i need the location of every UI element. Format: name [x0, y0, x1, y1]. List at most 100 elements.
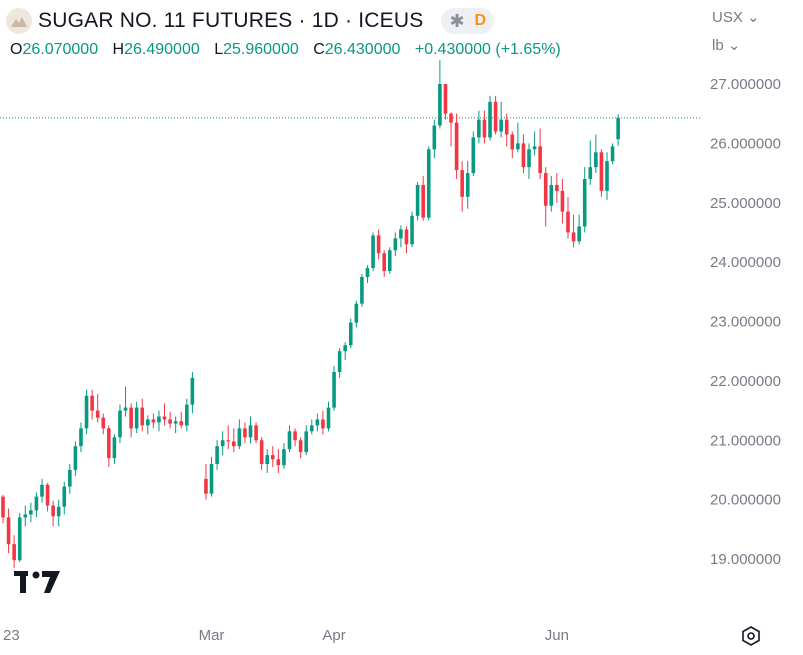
y-axis-tick-label: 23.000000 [710, 314, 781, 331]
candle-body [107, 428, 111, 459]
candle-body [588, 167, 593, 179]
candle-body [426, 149, 431, 218]
candle-body [393, 238, 398, 251]
candle-body [45, 484, 50, 506]
candle-body [190, 377, 195, 405]
candle-body [293, 431, 297, 441]
candle-body [309, 425, 314, 432]
candle-body [204, 478, 208, 494]
candle-body [566, 211, 570, 233]
y-axis-tick-label: 20.000000 [710, 492, 781, 509]
candle-body [68, 469, 72, 487]
candle-body [40, 484, 44, 497]
candle-body [220, 440, 225, 447]
open-value: 26.070000 [22, 41, 99, 58]
candle-body [348, 322, 353, 346]
candle-body [337, 351, 342, 372]
symbol-title[interactable]: SUGAR NO. 11 FUTURES · 1D · ICEUS [38, 9, 424, 32]
unit-selector[interactable]: lb ⌄ [712, 36, 740, 54]
candle-body [23, 514, 28, 518]
delayed-badge: D [474, 12, 487, 29]
candle-body [51, 505, 55, 517]
candle-body [326, 407, 331, 429]
candle-body [321, 419, 325, 429]
candle-body [168, 419, 172, 424]
candle-body [179, 421, 184, 426]
candle-body [438, 84, 442, 126]
candle-body [415, 184, 420, 216]
candle-body [399, 229, 403, 239]
candle-body [84, 395, 89, 429]
candle-body [460, 170, 464, 197]
y-axis-tick-label: 19.000000 [710, 551, 781, 568]
candle-body [560, 190, 565, 212]
candle-body [488, 101, 492, 138]
candle-body [376, 235, 381, 254]
candle-body [599, 152, 604, 191]
candle-body [404, 229, 409, 245]
candle-body [504, 119, 509, 135]
candle-body [79, 428, 83, 447]
market-status-badge[interactable]: ✱ D [441, 8, 495, 34]
x-axis-tick-label: 23 [3, 627, 20, 644]
candle-body [56, 506, 61, 517]
chart-settings-button[interactable] [740, 625, 762, 652]
candle-body [95, 410, 100, 418]
candle-body [315, 419, 320, 426]
candle-body [432, 125, 437, 150]
tradingview-logo-icon[interactable] [14, 571, 60, 598]
candle-body [371, 235, 375, 269]
currency-selector[interactable]: USX ⌄ [712, 8, 760, 26]
candle-body [73, 446, 78, 470]
low-label: L [214, 41, 224, 58]
candle-body [465, 173, 470, 197]
candle-body [237, 428, 242, 447]
candle-body [499, 119, 503, 132]
candle-body [129, 407, 133, 429]
candle-body [215, 446, 219, 464]
candle-body [594, 152, 598, 168]
candle-body [34, 496, 39, 511]
candle-body [365, 268, 370, 277]
ohlc-values: O26.070000 H26.490000 L25.960000 C26.430… [10, 41, 561, 59]
candle-body [605, 161, 609, 191]
x-axis-tick-label: Jun [545, 627, 569, 644]
candle-body [477, 119, 481, 138]
candle-body [151, 419, 156, 423]
sugar-logo-icon[interactable] [6, 8, 32, 34]
y-axis-tick-label: 22.000000 [710, 373, 781, 390]
candle-body [410, 215, 414, 245]
candle-body [134, 407, 139, 429]
candle-body [162, 416, 167, 420]
candle-body [287, 431, 292, 450]
y-axis-tick-label: 21.000000 [710, 432, 781, 449]
candle-body [17, 517, 22, 561]
candle-body [387, 250, 392, 272]
candle-body [521, 143, 526, 168]
candle-body [12, 544, 16, 561]
candle-body [112, 437, 117, 459]
candle-body [173, 421, 178, 424]
candle-body [443, 84, 448, 114]
candle-body [209, 464, 214, 494]
candle-body [29, 510, 33, 515]
candle-body [90, 395, 94, 411]
candle-body [140, 407, 145, 426]
candle-body [304, 431, 309, 453]
candle-body [543, 173, 548, 206]
unit-label: lb [712, 37, 724, 54]
chart-legend: SUGAR NO. 11 FUTURES · 1D · ICEUS ✱ D O2… [6, 6, 803, 66]
y-axis-tick-label: 25.000000 [710, 195, 781, 212]
candle-body [532, 146, 537, 150]
candle-body [471, 137, 476, 174]
candle-body [516, 143, 520, 150]
high-value: 26.490000 [124, 41, 200, 58]
candle-body [157, 416, 161, 423]
candle-body [343, 345, 347, 352]
change-value: +0.430000 (+1.65%) [414, 41, 561, 58]
candle-body [243, 428, 247, 438]
high-label: H [112, 41, 125, 58]
candle-body [226, 440, 231, 442]
candle-body [1, 496, 5, 518]
